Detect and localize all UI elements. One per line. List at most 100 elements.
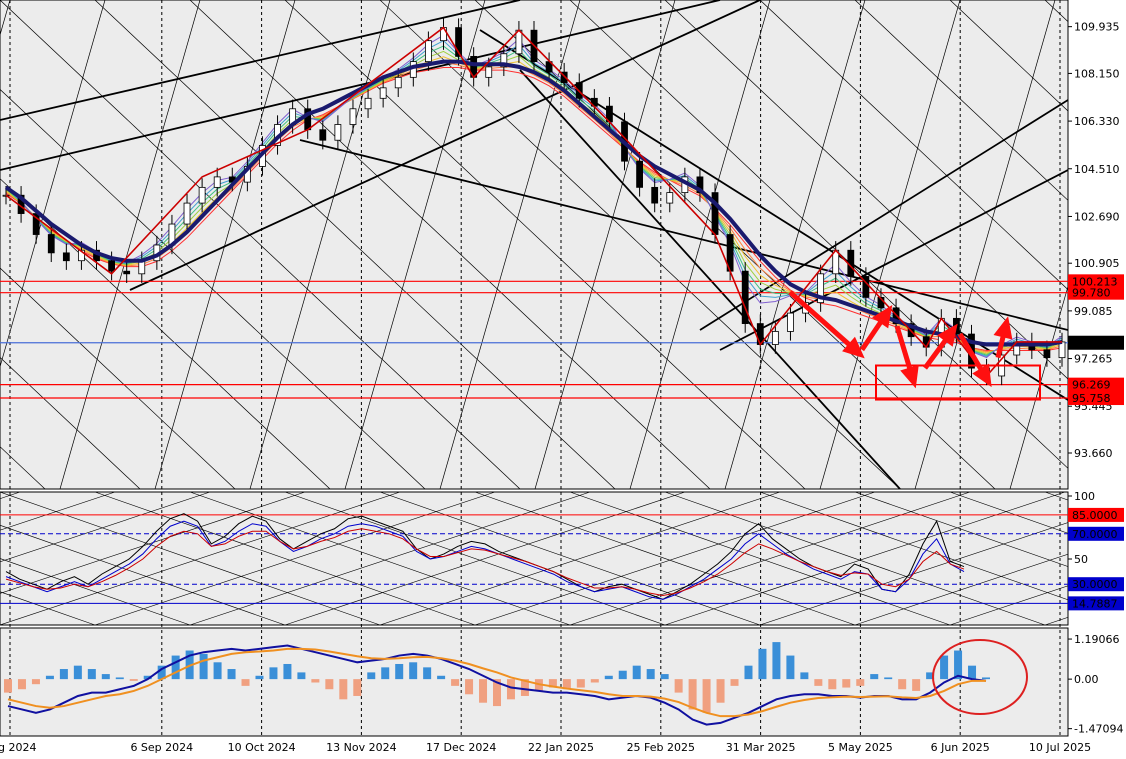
osc-level-badge: 30.0000 (1072, 578, 1118, 591)
fan-line (534, 0, 676, 489)
x-tick-label: 31 Mar 2025 (726, 741, 796, 754)
macd-histogram-bar (143, 675, 152, 680)
macd-histogram-bar (17, 679, 26, 690)
macd-histogram-bar (520, 679, 529, 696)
macd-histogram-bar (870, 674, 879, 680)
osc-axis-label: 50 (1074, 553, 1088, 566)
osc-channel-line (854, 492, 1068, 567)
x-tick-label: 5 May 2025 (828, 741, 893, 754)
channel-line (189, 0, 711, 489)
candle-body (319, 129, 327, 141)
osc-channel-line (664, 492, 1046, 625)
macd-histogram-bar (772, 642, 781, 680)
x-tick-label: 17 Dec 2024 (426, 741, 496, 754)
osc-channel-line (94, 492, 496, 625)
candle-body (349, 108, 357, 125)
macd-series (4, 642, 990, 726)
red-arrow (894, 325, 919, 389)
macd-histogram-bar (828, 679, 837, 690)
channel-line (0, 0, 521, 489)
red-arrow (922, 323, 958, 370)
macd-histogram-bar (325, 679, 334, 690)
price-level-badge-bg (1068, 285, 1124, 300)
macd-histogram-bar (87, 669, 96, 680)
macd-histogram-bar (465, 679, 474, 695)
macd-histogram-bar (604, 675, 613, 680)
macd-histogram-bar (353, 679, 362, 696)
heavy-trend-line (0, 0, 521, 121)
macd-histogram-bar (982, 677, 990, 680)
osc-channel-line (569, 492, 951, 625)
fan-line (249, 0, 391, 489)
osc-channel-line (379, 492, 781, 625)
macd-histogram-bar (479, 679, 488, 703)
macd-highlight-circle (932, 639, 1028, 715)
candle-body (198, 186, 206, 204)
macd-histogram-bar (576, 679, 585, 688)
macd-histogram-bar (548, 679, 557, 688)
macd-histogram-bar (59, 669, 68, 680)
candle-body (123, 270, 131, 275)
macd-histogram-bar (590, 679, 599, 683)
osc-level-badge: 70.0000 (1072, 528, 1118, 541)
candle-body (424, 40, 432, 63)
macd-histogram-bar (730, 679, 739, 686)
red-arrow (788, 290, 865, 359)
osc-channel-line (474, 492, 876, 625)
candle-body (500, 53, 508, 68)
macd-histogram-bar (297, 672, 306, 680)
candle-body (1043, 349, 1051, 359)
macd-histogram-bar (129, 679, 138, 681)
heavy-trend-line (699, 99, 1068, 331)
macd-histogram-bar (688, 679, 697, 710)
macd-histogram-bar (884, 677, 893, 680)
macd-histogram-bar (758, 648, 767, 680)
osc-level-badge-bg (1068, 526, 1124, 541)
candle-body (817, 273, 825, 304)
macd-histogram-bar (339, 679, 348, 700)
x-tick-label: 10 Jul 2025 (1029, 741, 1091, 754)
macd-histogram-bar (842, 679, 851, 688)
price-axis-label: 102.690 (1074, 210, 1120, 223)
osc-channel-line (664, 492, 1066, 625)
channel-line (94, 0, 616, 489)
macd-axis-label: 1.19066 (1074, 633, 1120, 646)
arrow-shaft (894, 325, 915, 377)
candle-body (62, 252, 70, 262)
macd-histogram-bar (856, 679, 865, 686)
channel-line (569, 0, 1068, 469)
channel-line (0, 356, 141, 489)
macd-histogram-bar (199, 653, 208, 680)
macd-histogram-bar (493, 679, 501, 707)
macd-histogram-bar (940, 655, 949, 680)
macd-histogram-bar (814, 679, 823, 686)
heavy-trend-line (0, 0, 721, 171)
macd-histogram-bar (395, 663, 404, 680)
osc-channel-line (0, 492, 401, 625)
channel-line (854, 0, 1068, 201)
candle-body (787, 312, 794, 332)
candle-body (741, 270, 749, 324)
osc-channel-line (0, 492, 381, 625)
osc-channel-lines (0, 492, 1068, 625)
osc-channel-line (569, 492, 971, 625)
price-level-badge-bg (1068, 274, 1124, 289)
candle-body (364, 97, 372, 110)
osc-channel-line (0, 524, 286, 625)
zigzag-line (5, 26, 1062, 378)
macd-histogram-bar (674, 679, 683, 693)
osc-level-badge-bg (1068, 577, 1124, 592)
red-arrow (993, 316, 1013, 359)
macd-histogram-bar (437, 675, 446, 680)
osc-channel-line (189, 492, 591, 625)
macd-histogram-bar (283, 663, 292, 680)
candle-body (379, 87, 387, 99)
channel-line (0, 178, 331, 489)
x-tick-label: 25 Feb 2025 (627, 741, 695, 754)
osc-channel-line (94, 492, 476, 625)
arrow-head (900, 364, 919, 389)
candle-body (771, 331, 779, 345)
macd-histogram-bar (912, 679, 921, 691)
channel-line (0, 267, 236, 489)
